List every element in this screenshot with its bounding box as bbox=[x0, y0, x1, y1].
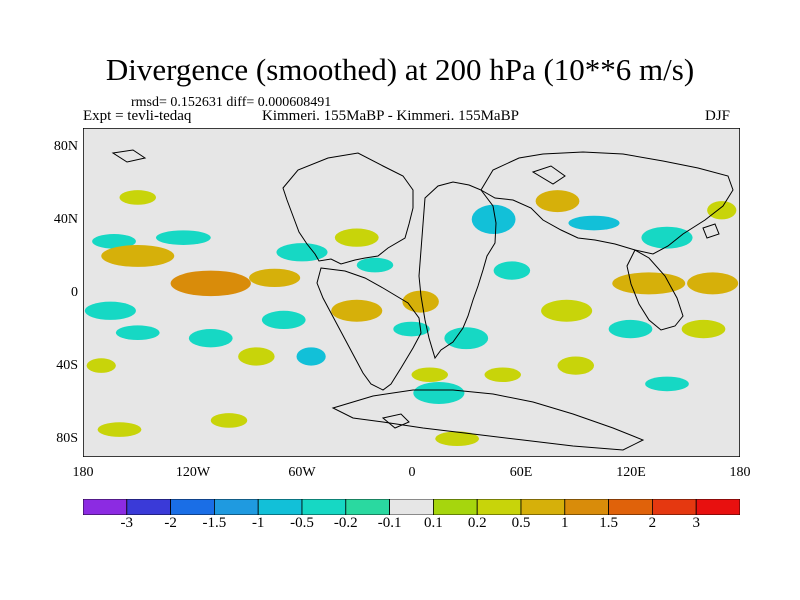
convergence-patch-5 bbox=[276, 243, 328, 262]
convergence-patch-8 bbox=[356, 257, 394, 273]
divergence-patch-23 bbox=[97, 422, 142, 437]
divergence-patch-29 bbox=[411, 367, 448, 383]
convergence-patch-15 bbox=[641, 226, 693, 249]
colorbar-label: -0.1 bbox=[377, 515, 402, 531]
divergence-patch-19 bbox=[170, 270, 251, 297]
colorbar-label: -0.5 bbox=[290, 515, 314, 531]
colorbar-box-11 bbox=[564, 499, 609, 515]
coastline-india-australia bbox=[626, 249, 684, 331]
coastline-north-america bbox=[282, 152, 414, 265]
coastline-africa-europe bbox=[418, 181, 497, 360]
divergence-patch-20 bbox=[249, 268, 301, 288]
colorbar-box-0 bbox=[83, 499, 128, 515]
coastline-south-america bbox=[316, 267, 422, 391]
colorbar-label: 1.5 bbox=[599, 515, 618, 531]
divergence-patch-21 bbox=[119, 190, 156, 205]
colorbar-box-2 bbox=[170, 499, 215, 515]
plot-title: Divergence (smoothed) at 200 hPa (10**6 … bbox=[105, 52, 695, 87]
colorbar-label: 0.2 bbox=[467, 515, 487, 531]
colorbar-box-9 bbox=[476, 499, 522, 515]
convergence-patch-6 bbox=[261, 310, 306, 330]
convergence-patch-0 bbox=[92, 234, 136, 249]
colorbar-label: -1 bbox=[251, 515, 265, 531]
divergence-patch-38 bbox=[707, 201, 737, 220]
divergence-patch-33 bbox=[541, 299, 593, 322]
divergence-patch-26 bbox=[331, 299, 383, 322]
divergence-patch-36 bbox=[687, 272, 739, 295]
colorbar-box-13 bbox=[652, 499, 697, 515]
lat-label-80s: 80S bbox=[56, 431, 78, 446]
convergence-patch-9 bbox=[413, 382, 465, 404]
colorbar-box-3 bbox=[213, 499, 259, 515]
coastline-asia bbox=[480, 151, 734, 255]
lon-label-0: 0 bbox=[408, 465, 416, 480]
convergence-patch-10 bbox=[393, 321, 430, 337]
colorbar-label: 0.1 bbox=[424, 515, 443, 531]
colorbar-label: 1 bbox=[561, 515, 569, 531]
colorbar-box-1 bbox=[126, 499, 171, 515]
colorbar bbox=[83, 499, 740, 515]
lon-label-60e: 60E bbox=[509, 465, 533, 480]
lon-label-180e: 180 bbox=[729, 465, 751, 480]
divergence-map bbox=[83, 128, 740, 457]
coastline-islands bbox=[111, 149, 720, 429]
convergence-patch-2 bbox=[115, 325, 160, 341]
colorbar-box-12 bbox=[608, 499, 653, 515]
colorbar-box-4 bbox=[257, 499, 303, 515]
colorbar-label: -1.5 bbox=[202, 515, 227, 531]
convergence-patch-16 bbox=[608, 319, 653, 339]
convergence-patch-12 bbox=[493, 261, 531, 280]
divergence-patch-18 bbox=[101, 244, 175, 267]
divergence-patch-27 bbox=[334, 228, 379, 247]
lat-label-0: 0 bbox=[71, 285, 78, 300]
divergence-patch-32 bbox=[535, 190, 580, 213]
lat-label-80n: 80N bbox=[53, 139, 78, 154]
convergence-patch-1 bbox=[84, 301, 136, 320]
lon-label-120w: 120W bbox=[175, 465, 211, 480]
colorbar-box-6 bbox=[345, 499, 390, 515]
convergence-patch-7 bbox=[296, 347, 326, 366]
lon-label-60w: 60W bbox=[288, 465, 316, 480]
lat-label-40n: 40N bbox=[53, 212, 78, 227]
colorbar-label: 0.5 bbox=[511, 515, 531, 531]
divergence-patch-35 bbox=[612, 272, 686, 295]
convergence-patch-17 bbox=[645, 376, 689, 392]
colorbar-box-14 bbox=[695, 499, 740, 515]
convergence-patch-13 bbox=[444, 327, 489, 350]
convergence-patch-14 bbox=[568, 215, 620, 231]
lon-label-120e: 120E bbox=[616, 465, 646, 480]
divergence-patch-30 bbox=[435, 431, 480, 447]
coastlines bbox=[111, 149, 734, 451]
divergence-patch-37 bbox=[681, 319, 726, 339]
colorbar-label: 2 bbox=[648, 515, 657, 531]
colorbar-label: -2 bbox=[164, 515, 177, 531]
season-label: DJF bbox=[705, 108, 731, 124]
colorbar-box-8 bbox=[432, 499, 478, 515]
colorbar-box-5 bbox=[301, 499, 347, 515]
coastline-antarctica bbox=[331, 389, 645, 451]
colorbar-label: -3 bbox=[120, 515, 134, 531]
divergence-patch-25 bbox=[238, 347, 275, 366]
convergence-patch-3 bbox=[156, 230, 211, 245]
colorbar-box-7 bbox=[389, 499, 434, 515]
colorbar-label: -0.2 bbox=[333, 515, 358, 531]
divergence-patch-24 bbox=[210, 413, 248, 428]
divergence-patch-31 bbox=[484, 367, 521, 383]
convergence-patch-11 bbox=[471, 204, 516, 235]
divergence-patch-22 bbox=[86, 358, 116, 373]
convergence-patch-4 bbox=[188, 329, 233, 348]
experiment-label: Expt = tevli-tedaq bbox=[83, 108, 192, 124]
comparison-label: Kimmeri. 155MaBP - Kimmeri. 155MaBP bbox=[262, 108, 519, 124]
lat-label-40s: 40S bbox=[56, 358, 78, 373]
colorbar-box-10 bbox=[520, 499, 566, 515]
lon-label-180w: 180 bbox=[72, 465, 94, 480]
stats-label: rmsd= 0.152631 diff= 0.000608491 bbox=[131, 95, 332, 110]
colorbar-label: 3 bbox=[692, 515, 700, 531]
divergence-patch-34 bbox=[557, 356, 594, 375]
